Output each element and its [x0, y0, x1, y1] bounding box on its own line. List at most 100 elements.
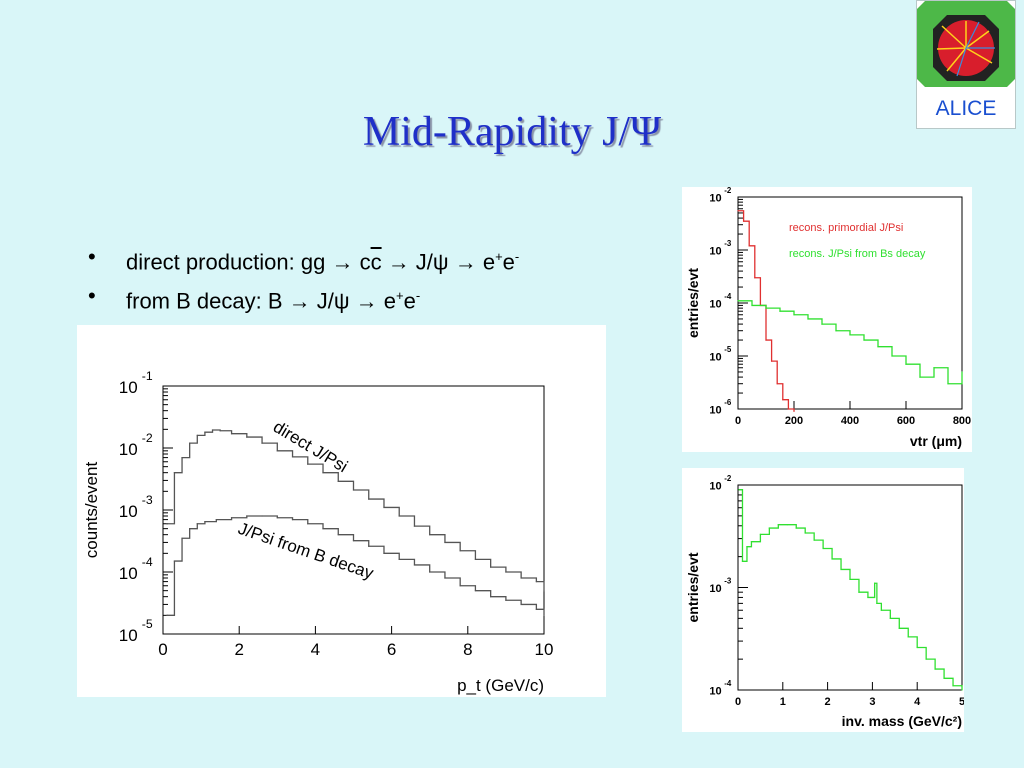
data-point	[196, 434, 198, 436]
data-point	[919, 376, 921, 378]
data-point	[961, 371, 963, 373]
data-point	[543, 614, 545, 616]
data-point	[307, 463, 309, 465]
data-point	[520, 603, 522, 606]
alice-logo: ALICE	[916, 0, 1016, 129]
data-point	[474, 558, 477, 560]
data-point	[337, 534, 339, 536]
data-point	[322, 472, 324, 474]
series-line-1	[166, 429, 545, 591]
data-point	[804, 532, 806, 534]
data-point	[821, 323, 823, 325]
y-tick-exponent: -2	[724, 187, 732, 195]
data-point	[352, 489, 355, 491]
data-point	[276, 517, 278, 519]
data-point	[211, 429, 214, 431]
data-point	[947, 383, 949, 385]
pt-spectrum-panel: 0 2 4 6 8 10 10 -1 10 -2 10 -3 10 -4 10 -5 counts/event p…	[77, 325, 606, 697]
x-tick-label: 6	[387, 640, 396, 659]
data-point	[776, 383, 778, 385]
annotation-b-decay: J/Psi from B decay	[236, 519, 377, 583]
data-point	[961, 689, 963, 691]
b1-text: direct production: gg → c	[126, 249, 371, 275]
y-tick-label: 10	[709, 404, 721, 416]
y-tick-exponent: -6	[724, 398, 732, 407]
data-point	[398, 558, 400, 560]
data-point	[173, 472, 176, 474]
data-point	[813, 539, 815, 541]
data-point	[230, 517, 233, 519]
y-tick-exponent: -3	[142, 493, 153, 507]
bullet-list: direct production: gg → cc → J/ψ → e+e- …	[88, 240, 519, 319]
b1-cbar: c	[370, 249, 382, 275]
x-tick-label: 3	[869, 696, 875, 708]
data-point	[189, 528, 191, 530]
data-point	[459, 550, 461, 552]
x-tick-label: 10	[535, 640, 554, 659]
data-point	[793, 314, 795, 316]
data-point	[368, 545, 370, 547]
b1-text-2: → J/ψ → e	[381, 249, 496, 275]
annotation-direct: direct J/Psi	[270, 417, 351, 476]
y-tick-exponent: -4	[724, 679, 732, 688]
bullet-direct-production: direct production: gg → cc → J/ψ → e+e-	[88, 240, 519, 279]
data-point	[429, 571, 431, 573]
data-point	[750, 541, 753, 543]
data-point	[383, 506, 385, 509]
data-point	[934, 668, 936, 670]
data-point	[189, 442, 191, 444]
y-tick-exponent: -5	[724, 345, 732, 354]
x-tick-label: 400	[841, 415, 859, 427]
y-tick-exponent: -4	[142, 555, 153, 569]
data-point	[219, 430, 221, 432]
y-axis-label: counts/event	[82, 462, 101, 559]
data-point	[291, 519, 294, 521]
x-axis-label: vtr (μm)	[910, 433, 962, 449]
y-tick-exponent: -2	[724, 474, 732, 483]
b2-e: e	[403, 288, 416, 314]
data-point	[368, 498, 370, 500]
b2-sup-plus: +	[395, 288, 404, 304]
b1-e: e	[502, 249, 515, 275]
vertex-chart: 0 200 400 600 80010-210-310-410-510-6entries…	[685, 186, 971, 449]
data-point	[505, 571, 507, 573]
y-tick-label: 10	[119, 378, 138, 397]
series-line-2	[166, 515, 545, 616]
data-point	[535, 608, 537, 610]
data-point	[916, 646, 918, 649]
data-point	[444, 577, 446, 579]
data-point	[771, 360, 773, 362]
data-point	[246, 515, 248, 517]
data-point	[768, 527, 770, 529]
y-tick-label: 10	[119, 564, 138, 583]
x-tick-label: 800	[953, 415, 971, 427]
data-point	[835, 330, 837, 332]
slide-title: Mid-Rapidity J/Ψ	[362, 109, 662, 155]
data-point	[905, 363, 907, 365]
data-point	[490, 596, 492, 598]
y-tick-exponent: -3	[724, 239, 732, 248]
data-point	[849, 334, 851, 336]
data-point	[863, 339, 865, 341]
x-tick-label: 4	[914, 696, 921, 708]
y-axis-label: entries/evt	[685, 552, 701, 622]
y-tick-label: 10	[709, 245, 721, 257]
data-point	[474, 590, 477, 592]
data-point	[307, 523, 309, 525]
y-tick-exponent: -3	[724, 577, 732, 586]
data-point	[793, 410, 795, 413]
data-point	[777, 524, 779, 526]
data-point	[413, 564, 416, 566]
data-point	[765, 307, 767, 309]
y-tick-label: 10	[119, 626, 138, 645]
x-tick-label: 2	[234, 640, 243, 659]
data-point	[261, 515, 263, 517]
data-point	[743, 220, 745, 222]
x-tick-label: 4	[311, 640, 320, 659]
data-point	[535, 581, 537, 583]
y-tick-label: 10	[709, 685, 721, 697]
b2-sup-minus: -	[415, 288, 421, 304]
y-tick-label: 10	[709, 583, 721, 595]
data-point	[383, 552, 385, 554]
bullet-b-decay: from B decay: B → J/ψ → e+e-	[88, 279, 519, 318]
